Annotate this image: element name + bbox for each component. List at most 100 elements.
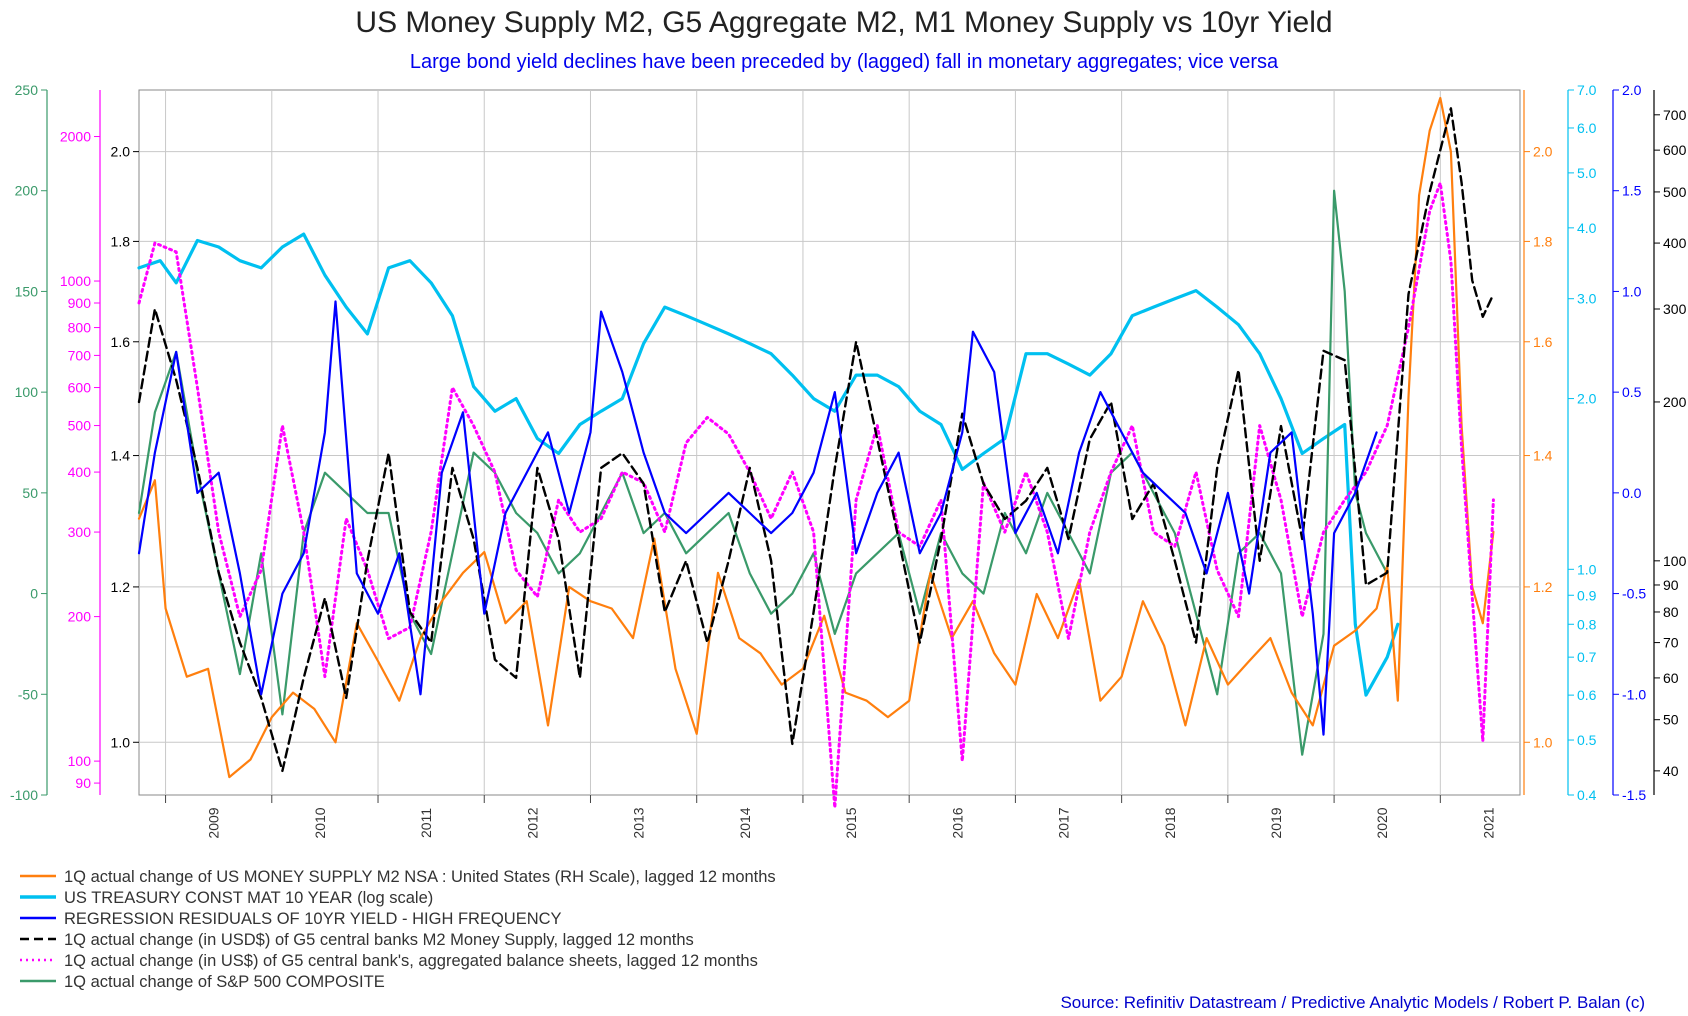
grid — [139, 90, 1520, 795]
source-note: Source: Refinitiv Datastream / Predictiv… — [1060, 993, 1645, 1012]
axis-tick-label: 6.0 — [1577, 120, 1597, 136]
axis-tick-label: 40 — [1663, 763, 1679, 779]
legend-label: 1Q actual change of S&P 500 COMPOSITE — [64, 973, 385, 991]
axis-tick-label: 500 — [1663, 184, 1687, 200]
axis-tick-label: 2.0 — [111, 144, 131, 160]
x-tick-label: 2019 — [1268, 807, 1284, 838]
series-line — [137, 300, 1378, 736]
chart-title: US Money Supply M2, G5 Aggregate M2, M1 … — [355, 6, 1332, 39]
series-lines — [137, 96, 1495, 810]
axes: 2009 2010 2011 2012 2013 2014 2015 2016 2017 2018… — [10, 82, 1687, 839]
series-line — [137, 181, 1495, 810]
axis-tick-label: 0.6 — [1577, 687, 1597, 703]
axis-tick-label: 600 — [68, 380, 92, 396]
x-tick-label: 2017 — [1056, 807, 1072, 838]
axis-tick-label: 0.7 — [1577, 649, 1597, 665]
axis-tick-label: 400 — [1663, 235, 1687, 251]
x-tick-label: 2014 — [737, 807, 753, 838]
x-tick-label: 2018 — [1162, 807, 1178, 838]
axis-tick-label: 90 — [1663, 577, 1679, 593]
axis-tick-label: 2.0 — [1622, 82, 1642, 98]
x-tick-label: 2016 — [949, 807, 965, 838]
axis-tick-label: 700 — [68, 347, 92, 363]
axis-tick-label: 0.0 — [1622, 485, 1642, 501]
axis-tick-label: 1.0 — [1533, 734, 1553, 750]
axis-tick-label: -1.0 — [1622, 686, 1646, 702]
axis-tick-label: 250 — [15, 82, 39, 98]
axis-tick-label: 400 — [68, 464, 92, 480]
axis-tick-label: 200 — [68, 609, 92, 625]
axis-tick-label: 0.9 — [1577, 587, 1597, 603]
axis-green: 250 200 150 100 50 0 -50 -100 — [10, 82, 48, 803]
axis-tick-label: 1.8 — [111, 233, 131, 249]
axis-tick-label: 1.6 — [111, 334, 131, 350]
x-tick-label: 2021 — [1480, 807, 1496, 838]
axis-tick-label: -0.5 — [1622, 586, 1646, 602]
x-tick-label: 2015 — [843, 807, 859, 838]
axis-tick-label: 700 — [1663, 107, 1687, 123]
axis-tick-label: 1.2 — [111, 579, 131, 595]
axis-tick-label: 1.0 — [1577, 561, 1597, 577]
x-tick-label: 2011 — [418, 808, 434, 838]
axis-cyan: 7.0 6.0 5.0 4.0 3.0 2.0 1.0 0.9 0.8 0.7 0.6 0.5 0.4 — [1567, 82, 1597, 803]
axis-tick-label: 5.0 — [1577, 165, 1597, 181]
axis-tick-label: 50 — [22, 485, 38, 501]
legend: 1Q actual change of US MONEY SUPPLY M2 N… — [20, 868, 776, 991]
axis-tick-label: 0 — [30, 586, 38, 602]
axis-tick-label: 300 — [1663, 301, 1687, 317]
axis-tick-label: 7.0 — [1577, 82, 1597, 98]
axis-tick-label: 900 — [68, 295, 92, 311]
x-tick-label: 2009 — [206, 807, 222, 838]
axis-tick-label: 1000 — [60, 273, 91, 289]
axis-tick-label: 2000 — [60, 129, 91, 145]
legend-label: US TREASURY CONST MAT 10 YEAR (log scale… — [64, 889, 433, 907]
axis-tick-label: 150 — [15, 283, 39, 299]
axis-tick-label: 2.0 — [1577, 391, 1597, 407]
axis-tick-label: 200 — [15, 183, 39, 199]
series-line — [137, 232, 1400, 697]
axis-tick-label: 1.5 — [1622, 183, 1642, 199]
axis-tick-label: 80 — [1663, 604, 1679, 620]
axis-tick-label: 1.4 — [1533, 448, 1553, 464]
axis-black_right: 700 600 500 400 300 200 100 90 80 70 60 50 40 — [1653, 90, 1687, 795]
series-line — [137, 107, 1495, 773]
axis-tick-label: 1.0 — [1622, 283, 1642, 299]
legend-label: 1Q actual change (in US$) of G5 central … — [64, 952, 758, 970]
x-tick-label: 2012 — [524, 807, 540, 838]
axis-tick-label: 1.8 — [1533, 233, 1553, 249]
axis-tick-label: 90 — [75, 775, 91, 791]
axis-tick-label: 0.8 — [1577, 616, 1597, 632]
chart-subtitle: Large bond yield declines have been prec… — [410, 51, 1279, 73]
axis-tick-label: 800 — [68, 320, 92, 336]
axis-tick-label: 3.0 — [1577, 291, 1597, 307]
axis-tick-label: 300 — [68, 524, 92, 540]
axis-tick-label: -100 — [10, 787, 38, 803]
axis-tick-label: -1.5 — [1622, 787, 1646, 803]
legend-label: 1Q actual change of US MONEY SUPPLY M2 N… — [64, 868, 776, 886]
axis-tick-label: 0.5 — [1622, 384, 1642, 400]
axis-tick-label: 100 — [68, 753, 92, 769]
axis-orange: 2.0 1.8 1.6 1.4 1.2 1.0 — [1523, 90, 1553, 795]
axis-tick-label: 4.0 — [1577, 220, 1597, 236]
axis-black_left: 2.0 1.8 1.6 1.4 1.2 1.0 — [111, 144, 139, 750]
axis-tick-label: 0.5 — [1577, 732, 1597, 748]
x-tick-label: 2013 — [631, 807, 647, 838]
x-tick-label: 2020 — [1374, 807, 1390, 838]
legend-label: 1Q actual change (in USD$) of G5 central… — [64, 931, 694, 949]
axis-tick-label: 1.0 — [111, 734, 131, 750]
axis-tick-label: 0.4 — [1577, 787, 1597, 803]
axis-tick-label: 1.6 — [1533, 334, 1553, 350]
axis-magenta: 2000 1000 900 800 700 600 500 400 300 200 100 90 — [60, 90, 101, 795]
axis-tick-label: 60 — [1663, 670, 1679, 686]
series-line — [137, 96, 1495, 779]
axis-tick-label: 2.0 — [1533, 144, 1553, 160]
x-tick-label: 2010 — [312, 807, 328, 838]
axis-tick-label: 200 — [1663, 394, 1687, 410]
axis-tick-label: 100 — [15, 384, 39, 400]
legend-label: REGRESSION RESIDUALS OF 10YR YIELD - HIG… — [64, 910, 562, 928]
axis-tick-label: 50 — [1663, 712, 1679, 728]
axis-tick-label: 500 — [68, 418, 92, 434]
axis-tick-label: 1.2 — [1533, 579, 1553, 595]
plot-area — [138, 89, 1521, 796]
